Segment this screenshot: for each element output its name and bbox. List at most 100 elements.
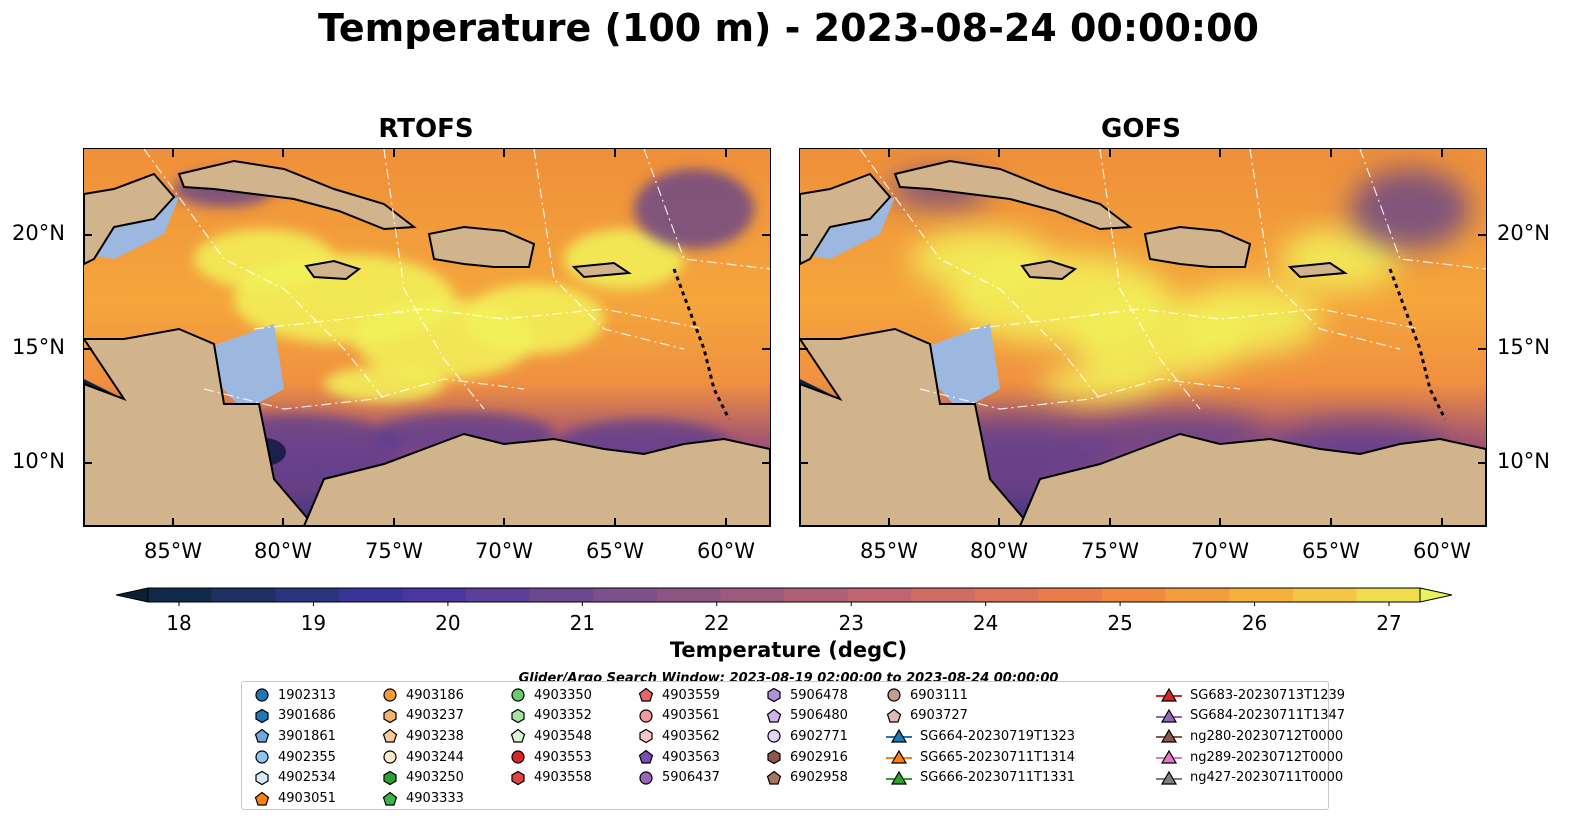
colorbar-tick-label: 20 — [435, 611, 461, 635]
legend-entry: 6902916 — [766, 747, 848, 767]
warm-water-patches — [910, 229, 1400, 402]
colorbar-label: Temperature (degC) — [669, 638, 908, 662]
legend-entry: 4903250 — [382, 768, 464, 788]
panel-title-rtofs: RTOFS — [378, 114, 474, 144]
colorbar-segment — [911, 588, 976, 602]
legend-entry: 4903553 — [510, 747, 592, 767]
legend-entry-label: 4903553 — [534, 749, 592, 765]
legend-entry-label: 4903561 — [662, 708, 720, 724]
lon-tick-label: 80°W — [254, 539, 312, 563]
hexagon-marker-icon — [639, 729, 653, 744]
colorbar-segment — [847, 588, 912, 602]
hexagon-marker-icon — [511, 708, 525, 723]
triangle-line-marker-icon — [886, 770, 912, 785]
circle-marker-icon — [383, 750, 397, 764]
land-jamaica — [1020, 259, 1078, 281]
land-cuba — [893, 159, 1133, 231]
lon-tick-label: 85°W — [144, 539, 202, 563]
colorbar-segment — [1292, 588, 1357, 602]
pentagon-marker-icon — [382, 791, 398, 806]
legend-entry-label: 4903558 — [534, 770, 592, 786]
colorbar-segment — [529, 588, 594, 602]
colorbar-segment — [720, 588, 785, 602]
triangle-line-marker-icon — [1156, 708, 1182, 723]
legend-entry-label: 4903051 — [278, 791, 336, 806]
pentagon-marker-icon — [766, 770, 782, 785]
legend-entry: 5906437 — [638, 768, 720, 788]
landmasses — [800, 159, 1486, 526]
legend-entry-label: 3901861 — [278, 728, 336, 744]
land-cuba — [177, 159, 417, 231]
lat-tick-label: 10°N — [1497, 449, 1550, 473]
hexagon-marker-icon — [767, 749, 781, 765]
legend-entry-label: 4903250 — [406, 770, 464, 786]
lon-tick-label: 70°W — [1191, 539, 1249, 563]
legend-entry: 1902313 — [254, 685, 336, 705]
colorbar-segment — [1356, 588, 1421, 602]
land-hispaniola — [427, 225, 536, 268]
legend-entry: 4903186 — [382, 685, 464, 705]
pentagon-marker-icon — [510, 729, 526, 743]
colorbar-segment — [656, 588, 721, 602]
circle-marker-icon — [639, 709, 653, 723]
legend-entry: 4903352 — [510, 706, 592, 726]
legend-entry: ng289-20230712T0000 — [1156, 747, 1343, 767]
legend-entry-label: 5906437 — [662, 770, 720, 786]
pentagon-marker-icon — [638, 687, 654, 702]
lat-tick-label: 20°N — [12, 221, 65, 245]
colorbar-tick-label: 25 — [1107, 611, 1133, 635]
legend-entry-label: SG665-20230711T1314 — [920, 749, 1076, 765]
legend-entry-label: ng289-20230712T0000 — [1190, 749, 1344, 765]
colorbar-segment — [1165, 588, 1230, 602]
colorbar-tick-label: 18 — [166, 611, 192, 635]
hexagon-marker-icon — [383, 708, 397, 723]
lat-tick-label: 10°N — [12, 449, 65, 473]
legend-entry: SG666-20230711T1331 — [886, 768, 1075, 788]
hexagon-marker-icon — [255, 708, 269, 723]
legend-entry-label: 6903727 — [910, 708, 968, 724]
lesser-antilles — [672, 268, 731, 420]
lesser-antilles — [1388, 268, 1447, 420]
hexagon-marker-icon — [767, 687, 781, 703]
colorbar-segment — [1229, 588, 1294, 602]
legend-entry-label: 5906480 — [790, 708, 848, 724]
circle-marker-icon — [511, 688, 525, 702]
legend-entry: 4903051 — [254, 789, 336, 809]
land-south-america — [1018, 432, 1486, 526]
map-panel-gofs — [799, 148, 1487, 527]
legend-entry: SG665-20230711T1314 — [886, 747, 1075, 767]
colorbar-segment — [402, 588, 467, 602]
legend-entry: 6903727 — [886, 706, 968, 726]
legend: 1902313 3901686 3901861 4902355 4902534 49030… — [241, 681, 1345, 810]
legend-entry-label: 6902916 — [790, 749, 848, 765]
circle-marker-icon — [511, 750, 525, 764]
triangle-line-marker-icon — [1156, 749, 1182, 764]
colorbar-tick-label: 24 — [972, 611, 999, 635]
triangle-line-marker-icon — [1156, 687, 1182, 702]
colorbar-tick-label: 26 — [1241, 611, 1268, 635]
legend-entry-label: 4903186 — [406, 687, 464, 703]
circle-marker-icon — [767, 729, 781, 743]
lon-tick-label: 65°W — [586, 539, 644, 563]
legend-entry-label: SG683-20230713T1239 — [1190, 687, 1346, 703]
colorbar-segment — [338, 588, 403, 602]
circle-marker-icon — [383, 688, 397, 702]
hexagon-marker-icon — [383, 770, 397, 785]
land-yucatan — [84, 172, 176, 266]
circle-marker-icon — [887, 688, 901, 702]
colorbar-segment — [148, 588, 213, 602]
land-central-america — [84, 327, 316, 526]
legend-entry-label: 6902958 — [790, 770, 848, 786]
circle-marker-icon — [639, 771, 653, 785]
legend-entry-label: 4903238 — [406, 728, 464, 744]
map-gofs-svg — [800, 149, 1486, 526]
lon-tick-label: 75°W — [365, 539, 423, 563]
land-jamaica — [304, 259, 362, 281]
hexagon-marker-icon — [255, 770, 269, 785]
colorbar-tick-label: 21 — [569, 611, 596, 635]
legend-entry-label: SG664-20230719T1323 — [920, 728, 1076, 744]
pentagon-marker-icon — [254, 729, 270, 743]
legend-entry: 3901686 — [254, 706, 336, 726]
land-south-america — [302, 432, 770, 526]
warm-water-patches — [194, 229, 684, 402]
